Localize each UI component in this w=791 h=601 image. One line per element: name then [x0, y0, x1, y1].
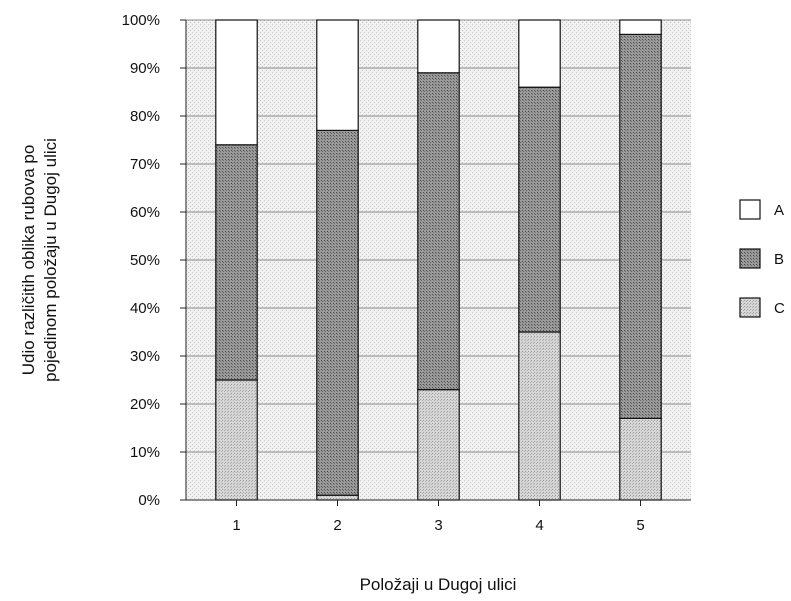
- y-axis-ticks: 0% 10% 20% 30% 40% 50% 60% 70% 80% 90% 100%: [122, 12, 186, 509]
- legend-swatch: [739, 199, 761, 220]
- y-tick-label: 80%: [130, 108, 160, 125]
- legend-label: B: [774, 251, 784, 268]
- bar-segment: [619, 417, 662, 501]
- bar-segment: [518, 86, 561, 333]
- bars: [215, 19, 662, 501]
- y-tick-label: 90%: [130, 60, 160, 77]
- bar-segment: [316, 494, 359, 501]
- legend-swatch: [739, 297, 761, 318]
- y-tick-label: 50%: [130, 252, 160, 269]
- bar-segment: [518, 331, 561, 501]
- x-tick-label: 3: [434, 517, 442, 534]
- x-tick-label: 2: [333, 517, 341, 534]
- y-tick-label: 40%: [130, 300, 160, 317]
- bar-segment: [215, 144, 258, 381]
- x-axis-title: Položaji u Dugoj ulici: [360, 575, 517, 594]
- bar-segment: [417, 389, 460, 501]
- y-tick-label: 20%: [130, 396, 160, 413]
- x-axis-ticks: 1 2 3 4 5: [232, 500, 645, 534]
- legend-label: C: [774, 300, 785, 317]
- y-tick-label: 70%: [130, 156, 160, 173]
- legend-swatch: [739, 248, 761, 269]
- y-tick-label: 100%: [122, 12, 160, 29]
- bar-segment: [316, 19, 359, 132]
- y-tick-label: 10%: [130, 444, 160, 461]
- bar-segment: [215, 19, 258, 146]
- x-tick-label: 4: [535, 517, 543, 534]
- y-axis-title-line-2: pojedinom položaju u Dugoj ulici: [41, 138, 60, 382]
- bar-segment: [215, 379, 258, 501]
- x-tick-label: 1: [232, 517, 240, 534]
- y-tick-label: 30%: [130, 348, 160, 365]
- bar-segment: [417, 19, 460, 74]
- bar-segment: [619, 33, 662, 420]
- bar-segment: [316, 129, 359, 496]
- bar-segment: [417, 72, 460, 391]
- bar-segment: [518, 19, 561, 88]
- y-tick-label: 60%: [130, 204, 160, 221]
- y-axis-title: Udio različitih oblika rubova po pojedin…: [19, 138, 60, 382]
- legend: A B C: [739, 199, 785, 318]
- legend-label: A: [774, 202, 784, 219]
- y-axis-title-line-1: Udio različitih oblika rubova po: [19, 145, 38, 376]
- y-tick-label: 0%: [138, 492, 160, 509]
- bar-segment: [619, 19, 662, 35]
- x-tick-label: 5: [636, 517, 644, 534]
